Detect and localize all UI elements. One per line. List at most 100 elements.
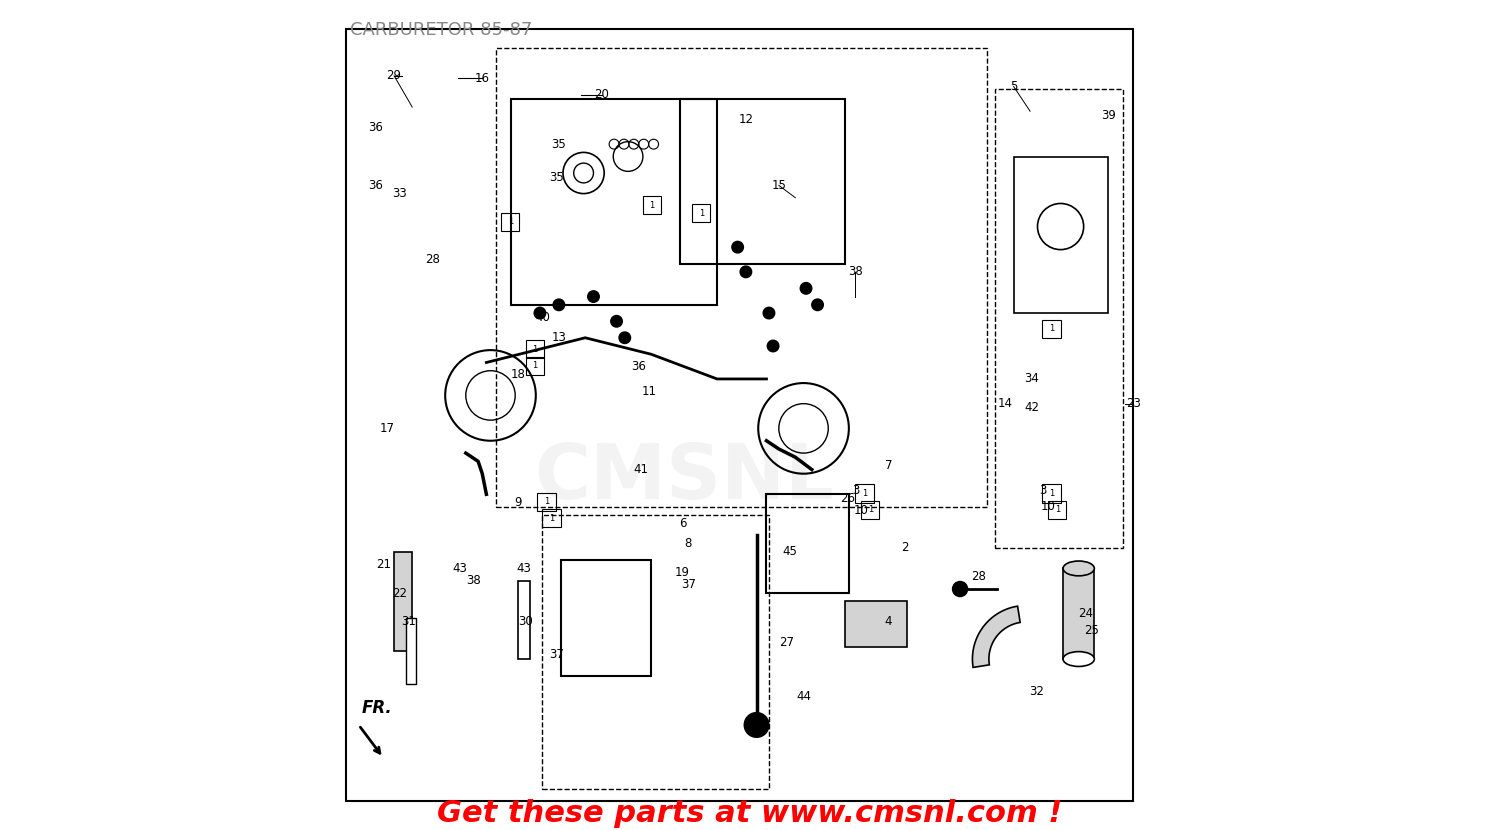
Bar [526, 340, 544, 359]
Text: 45: 45 [782, 545, 796, 559]
Circle shape [610, 315, 622, 327]
Text: 3: 3 [1040, 484, 1046, 496]
Bar [861, 500, 879, 519]
Bar [501, 212, 519, 231]
Text: 36: 36 [632, 360, 646, 374]
Text: 24: 24 [1078, 608, 1094, 620]
Text: 1: 1 [549, 514, 554, 523]
Text: 1: 1 [544, 497, 549, 506]
Bar [496, 48, 987, 506]
Bar [693, 204, 711, 222]
Bar [1064, 569, 1095, 659]
Text: 37: 37 [549, 648, 564, 662]
Text: 12: 12 [738, 113, 753, 126]
Text: 23: 23 [1125, 398, 1140, 410]
Text: 1: 1 [650, 201, 654, 210]
Text: 1: 1 [532, 361, 537, 370]
Text: 8: 8 [684, 537, 692, 550]
Text: 43: 43 [516, 562, 531, 575]
Text: 10: 10 [853, 505, 868, 517]
Ellipse shape [1064, 561, 1095, 576]
Text: 1: 1 [699, 209, 703, 217]
Circle shape [768, 340, 778, 352]
Text: 1: 1 [1054, 505, 1060, 515]
Bar [844, 602, 906, 647]
Text: 42: 42 [1024, 401, 1039, 414]
Text: 22: 22 [393, 587, 408, 599]
Text: CMSNL: CMSNL [534, 441, 834, 515]
Text: 35: 35 [552, 138, 567, 151]
Text: 20: 20 [594, 88, 609, 101]
Circle shape [952, 581, 969, 598]
Text: 1: 1 [507, 217, 513, 226]
Text: 33: 33 [393, 187, 408, 200]
Bar [1042, 320, 1060, 338]
Bar [518, 581, 530, 659]
Text: 11: 11 [642, 385, 657, 398]
Text: 19: 19 [675, 566, 690, 579]
Circle shape [588, 290, 598, 302]
Bar [855, 485, 873, 502]
Text: 7: 7 [885, 459, 892, 472]
Text: 18: 18 [510, 369, 525, 381]
Text: Get these parts at www.cmsnl.com !: Get these parts at www.cmsnl.com ! [438, 798, 1062, 828]
Circle shape [812, 299, 824, 310]
Text: 34: 34 [1024, 373, 1039, 385]
Text: 6: 6 [678, 516, 686, 530]
Text: 17: 17 [380, 422, 394, 435]
Text: 4: 4 [885, 616, 892, 628]
Circle shape [554, 299, 564, 310]
Circle shape [740, 266, 752, 277]
Circle shape [801, 282, 812, 294]
Text: 32: 32 [1029, 686, 1044, 699]
Text: 9: 9 [514, 496, 522, 509]
Text: 35: 35 [549, 171, 564, 183]
Bar [406, 618, 417, 684]
Text: 37: 37 [681, 579, 696, 592]
Bar [542, 515, 770, 789]
Circle shape [620, 332, 630, 344]
Text: 36: 36 [368, 121, 382, 134]
Text: 25: 25 [1084, 623, 1100, 637]
Text: 3: 3 [852, 484, 859, 496]
Polygon shape [972, 606, 1020, 667]
Text: 36: 36 [368, 178, 382, 192]
Text: 39: 39 [1101, 109, 1116, 122]
Text: CARBURETOR 85-87: CARBURETOR 85-87 [351, 21, 532, 39]
Text: 15: 15 [771, 178, 786, 192]
Text: 29: 29 [387, 69, 402, 82]
Bar [561, 560, 651, 676]
Bar [1042, 485, 1060, 502]
Text: 13: 13 [552, 331, 567, 344]
Text: 38: 38 [847, 266, 862, 278]
Text: 5: 5 [1010, 80, 1017, 93]
Text: 1: 1 [532, 344, 537, 354]
Text: 1: 1 [862, 489, 867, 498]
Text: 43: 43 [453, 562, 468, 575]
Text: 40: 40 [536, 310, 550, 324]
Bar [512, 99, 717, 305]
Text: 44: 44 [796, 690, 812, 703]
Text: 16: 16 [476, 71, 490, 85]
Text: 28: 28 [972, 570, 987, 583]
Bar [644, 196, 662, 214]
Bar [1014, 157, 1108, 313]
Bar [680, 99, 844, 264]
Circle shape [732, 242, 744, 253]
Bar [1048, 500, 1066, 519]
Bar [537, 493, 555, 510]
Text: 28: 28 [426, 253, 441, 266]
Text: 2: 2 [902, 541, 909, 554]
Text: 14: 14 [998, 398, 1012, 410]
Text: 30: 30 [519, 616, 534, 628]
Text: 21: 21 [376, 558, 392, 571]
Text: 27: 27 [780, 636, 795, 649]
Text: 1: 1 [1048, 489, 1054, 498]
Text: 1: 1 [867, 505, 873, 515]
Bar [394, 552, 412, 651]
Text: FR.: FR. [362, 699, 392, 717]
Text: 1: 1 [1048, 325, 1054, 333]
Bar [766, 495, 849, 593]
Bar [526, 357, 544, 375]
Circle shape [764, 307, 774, 319]
